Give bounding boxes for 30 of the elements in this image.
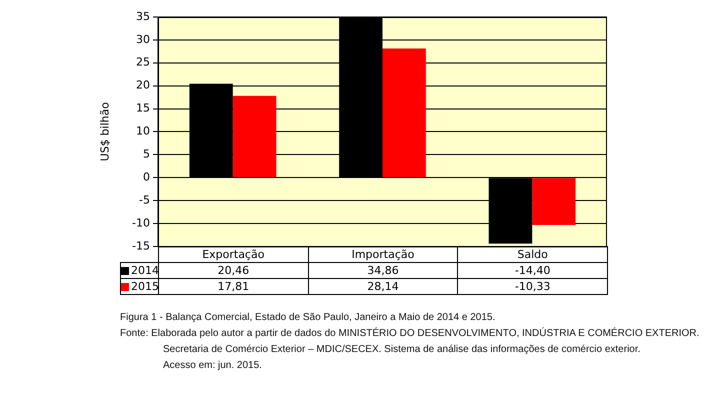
data-label: 17,81 <box>158 278 308 295</box>
y-tick-label: 30 <box>136 32 150 46</box>
x-tick-label: Saldo <box>458 246 608 263</box>
y-tick-label: 25 <box>136 56 150 69</box>
y-tick-label: 20 <box>136 78 150 92</box>
bar <box>382 48 426 178</box>
y-tick-label: 35 <box>136 10 150 23</box>
source-note: Fonte: Elaborada pelo autor a partir de dados do MINISTÉRIO DO DESENVOLVIMENTO, INDÚSTRIA E COMÉRCIO EXTERIOR. <box>120 326 700 341</box>
bar <box>532 178 576 225</box>
data-label: -14,40 <box>458 262 608 279</box>
y-tick-label: 15 <box>136 102 150 115</box>
text: Acesso em: jun. 2015. <box>162 359 263 373</box>
legend-label: 2015 <box>120 278 159 295</box>
text: Secretaria de Comércio Exterior – MDIC/SECEX. Sistema de análise das informações de comércio exterior. <box>162 343 642 357</box>
x-tick-label: Exportação <box>158 246 308 263</box>
bar <box>232 96 276 178</box>
data-label: 20,46 <box>158 262 308 279</box>
y-tick-label: -10 <box>132 216 150 230</box>
data-label: 28,14 <box>308 278 458 295</box>
data-label: 34,86 <box>308 262 458 279</box>
y-tick-label: -5 <box>139 193 150 206</box>
y-tick-label: 0 <box>143 170 150 184</box>
y-axis-title: US$ bilhão <box>98 102 112 162</box>
legend-label: 2014 <box>120 262 159 279</box>
data-label: -10,33 <box>458 278 608 295</box>
y-tick-label: 10 <box>136 124 150 138</box>
x-tick-label: Importação <box>308 246 458 263</box>
y-tick-label: -15 <box>132 239 150 252</box>
y-tick-label: 5 <box>143 148 150 160</box>
text: Figura 1 - Balança Comercial, Estado de São Paulo, Janeiro a Maio de 2014 e 2015. <box>120 311 496 325</box>
